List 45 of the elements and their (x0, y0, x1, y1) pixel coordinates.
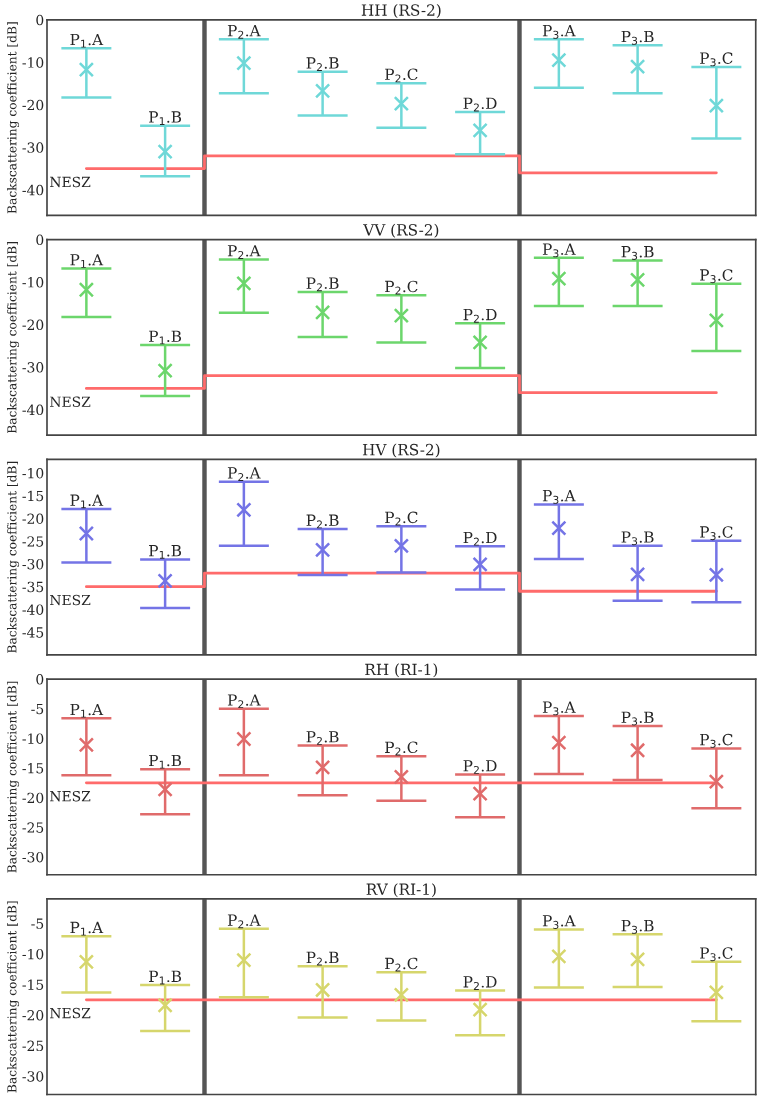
point (314, 83, 331, 99)
point (629, 58, 646, 75)
point (236, 275, 252, 292)
point (393, 307, 410, 324)
point (314, 304, 331, 321)
point (551, 520, 567, 536)
point (472, 785, 488, 802)
point (157, 781, 173, 798)
point (629, 272, 646, 288)
point (314, 759, 331, 776)
point (314, 982, 331, 998)
point (236, 55, 252, 71)
point (78, 525, 95, 542)
point (157, 362, 173, 379)
point (629, 742, 646, 759)
point (551, 734, 567, 751)
point (629, 951, 646, 968)
point (472, 1001, 488, 1018)
point (157, 143, 173, 160)
point (708, 773, 725, 790)
point (314, 542, 331, 558)
point (157, 573, 173, 589)
point (551, 948, 567, 965)
point (78, 281, 95, 298)
point (629, 566, 646, 583)
point (551, 270, 567, 287)
point (708, 97, 725, 114)
point (157, 997, 173, 1014)
point (472, 556, 488, 573)
point (551, 52, 567, 68)
point (236, 502, 252, 518)
point (78, 737, 95, 753)
point (393, 538, 410, 554)
point (472, 334, 488, 351)
point (472, 122, 488, 139)
point (393, 769, 410, 785)
point (236, 731, 252, 747)
point (393, 987, 410, 1003)
point (708, 984, 725, 1001)
point (78, 61, 95, 78)
point (708, 312, 725, 329)
point (78, 954, 95, 970)
point (236, 952, 252, 968)
point (708, 567, 725, 583)
point (393, 95, 410, 112)
